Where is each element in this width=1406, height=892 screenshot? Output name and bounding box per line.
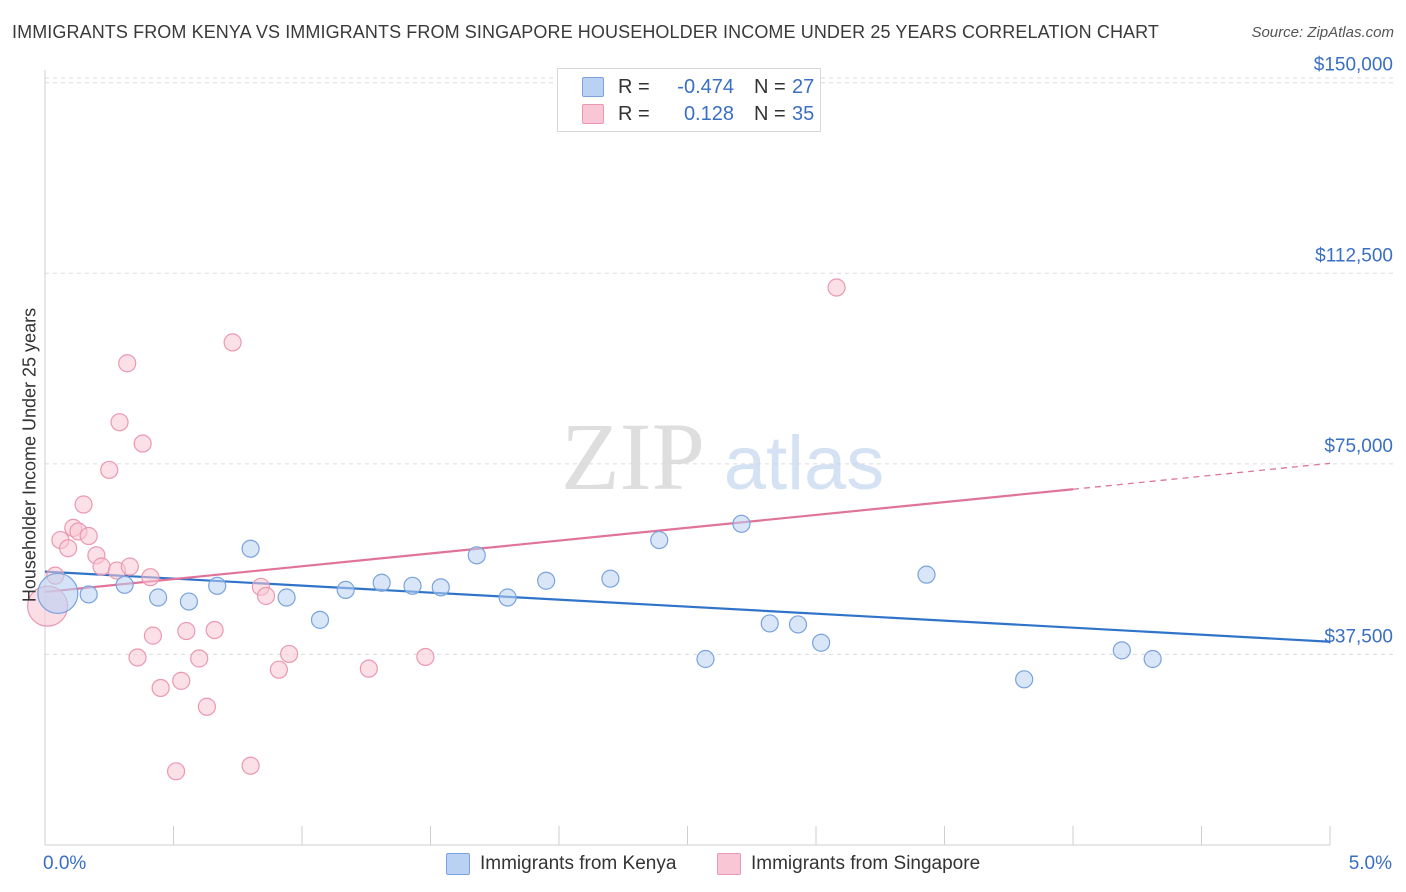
singapore-point [133, 434, 152, 453]
kenya-point [37, 572, 79, 615]
singapore-n-label: N = [754, 102, 786, 125]
singapore-point [205, 620, 224, 640]
kenya-point [310, 610, 330, 629]
y-axis-title: Householder Income Under 25 years [19, 307, 40, 603]
y-tick-label: $112,500 [1315, 245, 1393, 266]
singapore-swatch [582, 104, 604, 124]
kenya-point [1143, 649, 1162, 669]
singapore-point [241, 756, 260, 775]
singapore-point [190, 649, 209, 668]
kenya-point [650, 530, 669, 550]
kenya-point [148, 588, 168, 607]
kenya-point [277, 588, 296, 607]
singapore-point [59, 539, 78, 558]
y-tick-label: $75,000 [1324, 436, 1393, 457]
bottom-legend-singapore: Immigrants from Singapore [717, 851, 980, 877]
kenya-point [917, 565, 936, 584]
singapore-trend-line [44, 488, 1074, 594]
kenya-point [498, 588, 517, 607]
singapore-point [128, 648, 147, 667]
singapore-point [100, 460, 119, 480]
kenya-n-value: 27 [792, 75, 815, 98]
singapore-point [166, 762, 186, 781]
singapore-point [256, 586, 276, 606]
correlation-legend: R = -0.474 N = 27 R = 0.128 N = 35 [557, 68, 821, 132]
x-tick-label: 5.0% [1349, 853, 1392, 874]
singapore-legend-label: Immigrants from Singapore [751, 853, 981, 874]
singapore-r-label: R = [618, 102, 650, 125]
singapore-point [79, 526, 98, 546]
kenya-point [696, 649, 715, 669]
y-tick-label: $37,500 [1324, 626, 1393, 647]
kenya-trend-line [44, 570, 1331, 643]
grid-lines [45, 77, 1393, 655]
singapore-point [172, 671, 191, 690]
kenya-point [1015, 670, 1034, 689]
kenya-point [372, 573, 391, 592]
x-tick-label: 0.0% [43, 853, 86, 874]
x-tick-labels: 0.0% 5.0% [43, 853, 1392, 874]
watermark-atlas: atlas [724, 421, 885, 506]
data-points [26, 278, 1162, 781]
kenya-point [732, 514, 751, 533]
kenya-point [241, 539, 260, 558]
kenya-legend-label: Immigrants from Kenya [480, 853, 677, 874]
kenya-point [431, 578, 450, 597]
kenya-point [601, 569, 620, 588]
kenya-point [336, 580, 355, 599]
legend-row-singapore: R = 0.128 N = 35 [582, 101, 814, 127]
kenya-point [208, 576, 227, 595]
singapore-point [223, 333, 242, 352]
watermark-zip: ZIP [561, 403, 705, 510]
kenya-swatch [582, 77, 604, 97]
chart-title: IMMIGRANTS FROM KENYA VS IMMIGRANTS FROM… [12, 22, 1160, 42]
singapore-point [269, 660, 288, 679]
singapore-point [151, 678, 170, 698]
singapore-point [197, 697, 217, 716]
singapore-point [92, 557, 111, 576]
kenya-point [788, 615, 808, 634]
legend-row-kenya: R = -0.474 N = 27 [582, 74, 814, 100]
kenya-point [403, 576, 422, 595]
singapore-point [416, 647, 435, 667]
kenya-point [760, 614, 779, 633]
kenya-point [79, 585, 98, 604]
kenya-point [467, 546, 486, 565]
kenya-point [537, 571, 556, 590]
kenya-legend-swatch [446, 853, 470, 875]
kenya-point [1112, 641, 1131, 660]
y-tick-labels: $37,500 $75,000 $112,500 $150,000 [1314, 55, 1393, 648]
singapore-trend-extension [1072, 462, 1331, 490]
axes [44, 70, 1331, 846]
singapore-point [141, 568, 160, 587]
bottom-legend-kenya: Immigrants from Kenya [446, 851, 676, 877]
kenya-point [179, 592, 199, 611]
kenya-r-label: R = [618, 75, 650, 98]
singapore-point [118, 354, 137, 373]
singapore-point [110, 413, 129, 432]
source-credit: Source: ZipAtlas.com [1251, 24, 1394, 41]
singapore-point [74, 495, 93, 514]
singapore-legend-swatch [717, 853, 741, 875]
kenya-r-value: -0.474 [677, 75, 734, 98]
kenya-point [115, 575, 134, 594]
singapore-point [280, 644, 299, 664]
y-tick-label: $150,000 [1314, 55, 1393, 76]
singapore-point [143, 626, 163, 645]
singapore-n-value: 35 [792, 102, 815, 125]
singapore-point [827, 278, 846, 297]
singapore-point [120, 557, 139, 576]
singapore-point [177, 621, 196, 641]
kenya-point [812, 633, 831, 652]
singapore-r-value: 0.128 [683, 102, 734, 125]
kenya-n-label: N = [754, 75, 786, 98]
singapore-point [359, 659, 378, 678]
